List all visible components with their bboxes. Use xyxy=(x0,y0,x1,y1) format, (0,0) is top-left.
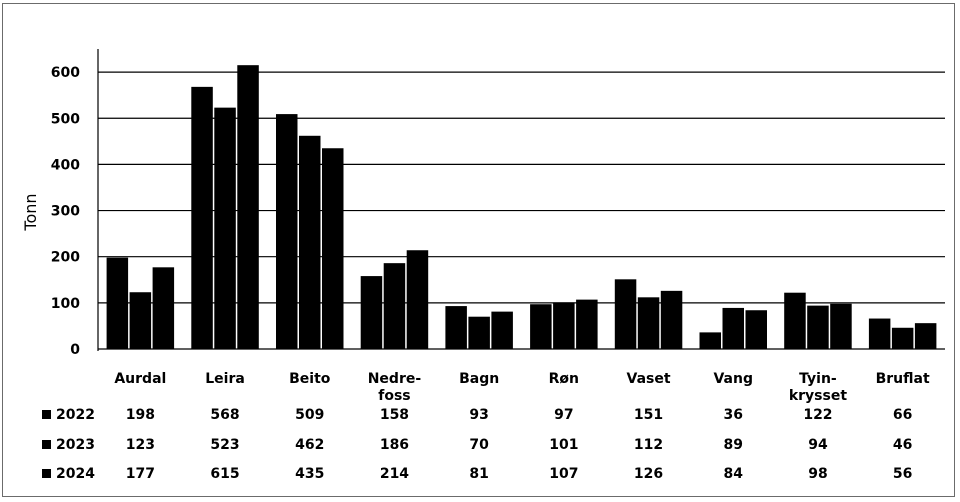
bar-2023-9 xyxy=(891,327,914,349)
table-cell-2023-5: 101 xyxy=(549,437,578,453)
bar-2022-9 xyxy=(868,318,891,349)
bar-2023-2 xyxy=(299,135,321,349)
table-cell-2022-6: 151 xyxy=(634,407,663,423)
y-tick-label: 500 xyxy=(51,111,80,127)
table-cell-2022-9: 66 xyxy=(893,407,912,423)
table-cell-2024-9: 56 xyxy=(893,466,912,482)
bar-2023-8 xyxy=(807,305,829,349)
bar-2024-9 xyxy=(914,323,937,349)
table-cell-2022-4: 93 xyxy=(469,407,488,423)
category-label: Nedre- xyxy=(368,371,422,387)
table-cell-2024-7: 84 xyxy=(724,466,744,482)
table-cell-2022-1: 568 xyxy=(210,407,239,423)
category-label: Vaset xyxy=(627,371,671,387)
bar-2024-0 xyxy=(152,267,175,349)
bar-2024-1 xyxy=(237,65,259,350)
bar-2022-3 xyxy=(360,276,383,349)
bar-2024-2 xyxy=(322,148,344,349)
chart-frame xyxy=(2,3,955,497)
y-tick-label: 300 xyxy=(51,204,80,220)
table-cell-2023-0: 123 xyxy=(126,437,155,453)
category-label: Bruflat xyxy=(876,371,930,387)
category-label: Leira xyxy=(205,371,245,387)
bar-2022-8 xyxy=(784,292,806,349)
table-cell-2022-7: 36 xyxy=(724,407,743,423)
y-tick-label: 400 xyxy=(51,157,80,173)
y-axis-label: Tonn xyxy=(21,193,40,231)
bar-2022-0 xyxy=(106,257,129,349)
bar-2024-3 xyxy=(406,250,429,349)
table-cell-2023-6: 112 xyxy=(634,437,663,453)
category-label: foss xyxy=(378,388,410,404)
table-cell-2024-8: 98 xyxy=(808,466,827,482)
bar-2022-4 xyxy=(445,306,467,349)
table-cell-2023-8: 94 xyxy=(808,437,828,453)
y-tick-label: 100 xyxy=(51,296,80,312)
table-cell-2022-2: 509 xyxy=(295,407,324,423)
category-label: Aurdal xyxy=(114,371,166,387)
category-label: Vang xyxy=(713,371,753,387)
table-cell-2023-9: 46 xyxy=(893,437,912,453)
legend-label-2022: 2022 xyxy=(56,407,95,423)
category-label: Tyin- xyxy=(799,371,837,387)
category-label: Beito xyxy=(289,371,331,387)
table-cell-2024-6: 126 xyxy=(634,466,663,482)
bar-2023-6 xyxy=(637,297,660,349)
legend-label-2024: 2024 xyxy=(56,466,95,482)
y-tick-label: 0 xyxy=(70,342,80,358)
bar-2022-1 xyxy=(191,86,213,350)
table-cell-2024-3: 214 xyxy=(380,466,409,482)
bar-2022-7 xyxy=(699,332,721,349)
table-cell-2023-1: 523 xyxy=(210,437,239,453)
bar-2022-2 xyxy=(276,114,298,349)
table-cell-2022-3: 158 xyxy=(380,407,409,423)
table-cell-2022-8: 122 xyxy=(803,407,832,423)
legend-label-2023: 2023 xyxy=(56,437,95,453)
table-cell-2022-5: 97 xyxy=(554,407,573,423)
table-cell-2022-0: 198 xyxy=(126,407,155,423)
bar-2023-0 xyxy=(129,292,152,349)
bar-2024-7 xyxy=(745,310,767,349)
table-cell-2024-4: 81 xyxy=(469,466,488,482)
bar-2023-7 xyxy=(722,307,744,349)
table-cell-2023-7: 89 xyxy=(724,437,743,453)
category-label: Bagn xyxy=(459,371,499,387)
bar-2024-6 xyxy=(660,290,683,349)
table-cell-2024-0: 177 xyxy=(126,466,155,482)
bar-2023-3 xyxy=(383,263,406,349)
bar-2023-4 xyxy=(468,316,490,349)
category-label: krysset xyxy=(789,388,848,404)
y-tick-label: 600 xyxy=(51,65,80,81)
legend-key-2024 xyxy=(42,469,51,478)
table-cell-2024-1: 615 xyxy=(210,466,239,482)
legend-key-2022 xyxy=(42,410,51,419)
bar-2024-8 xyxy=(830,303,852,349)
y-tick-label: 200 xyxy=(51,250,80,266)
bar-2024-5 xyxy=(576,299,598,349)
bar-2024-4 xyxy=(491,311,513,349)
table-cell-2023-4: 70 xyxy=(469,437,489,453)
bar-2022-6 xyxy=(614,279,637,349)
table-cell-2023-3: 186 xyxy=(380,437,409,453)
bar-2023-5 xyxy=(553,302,575,349)
category-label: Røn xyxy=(549,371,579,387)
bar-2022-5 xyxy=(530,304,552,349)
table-cell-2023-2: 462 xyxy=(295,437,324,453)
legend-key-2023 xyxy=(42,440,51,449)
table-cell-2024-2: 435 xyxy=(295,466,324,482)
bar-2023-1 xyxy=(214,107,236,349)
table-cell-2024-5: 107 xyxy=(549,466,578,482)
